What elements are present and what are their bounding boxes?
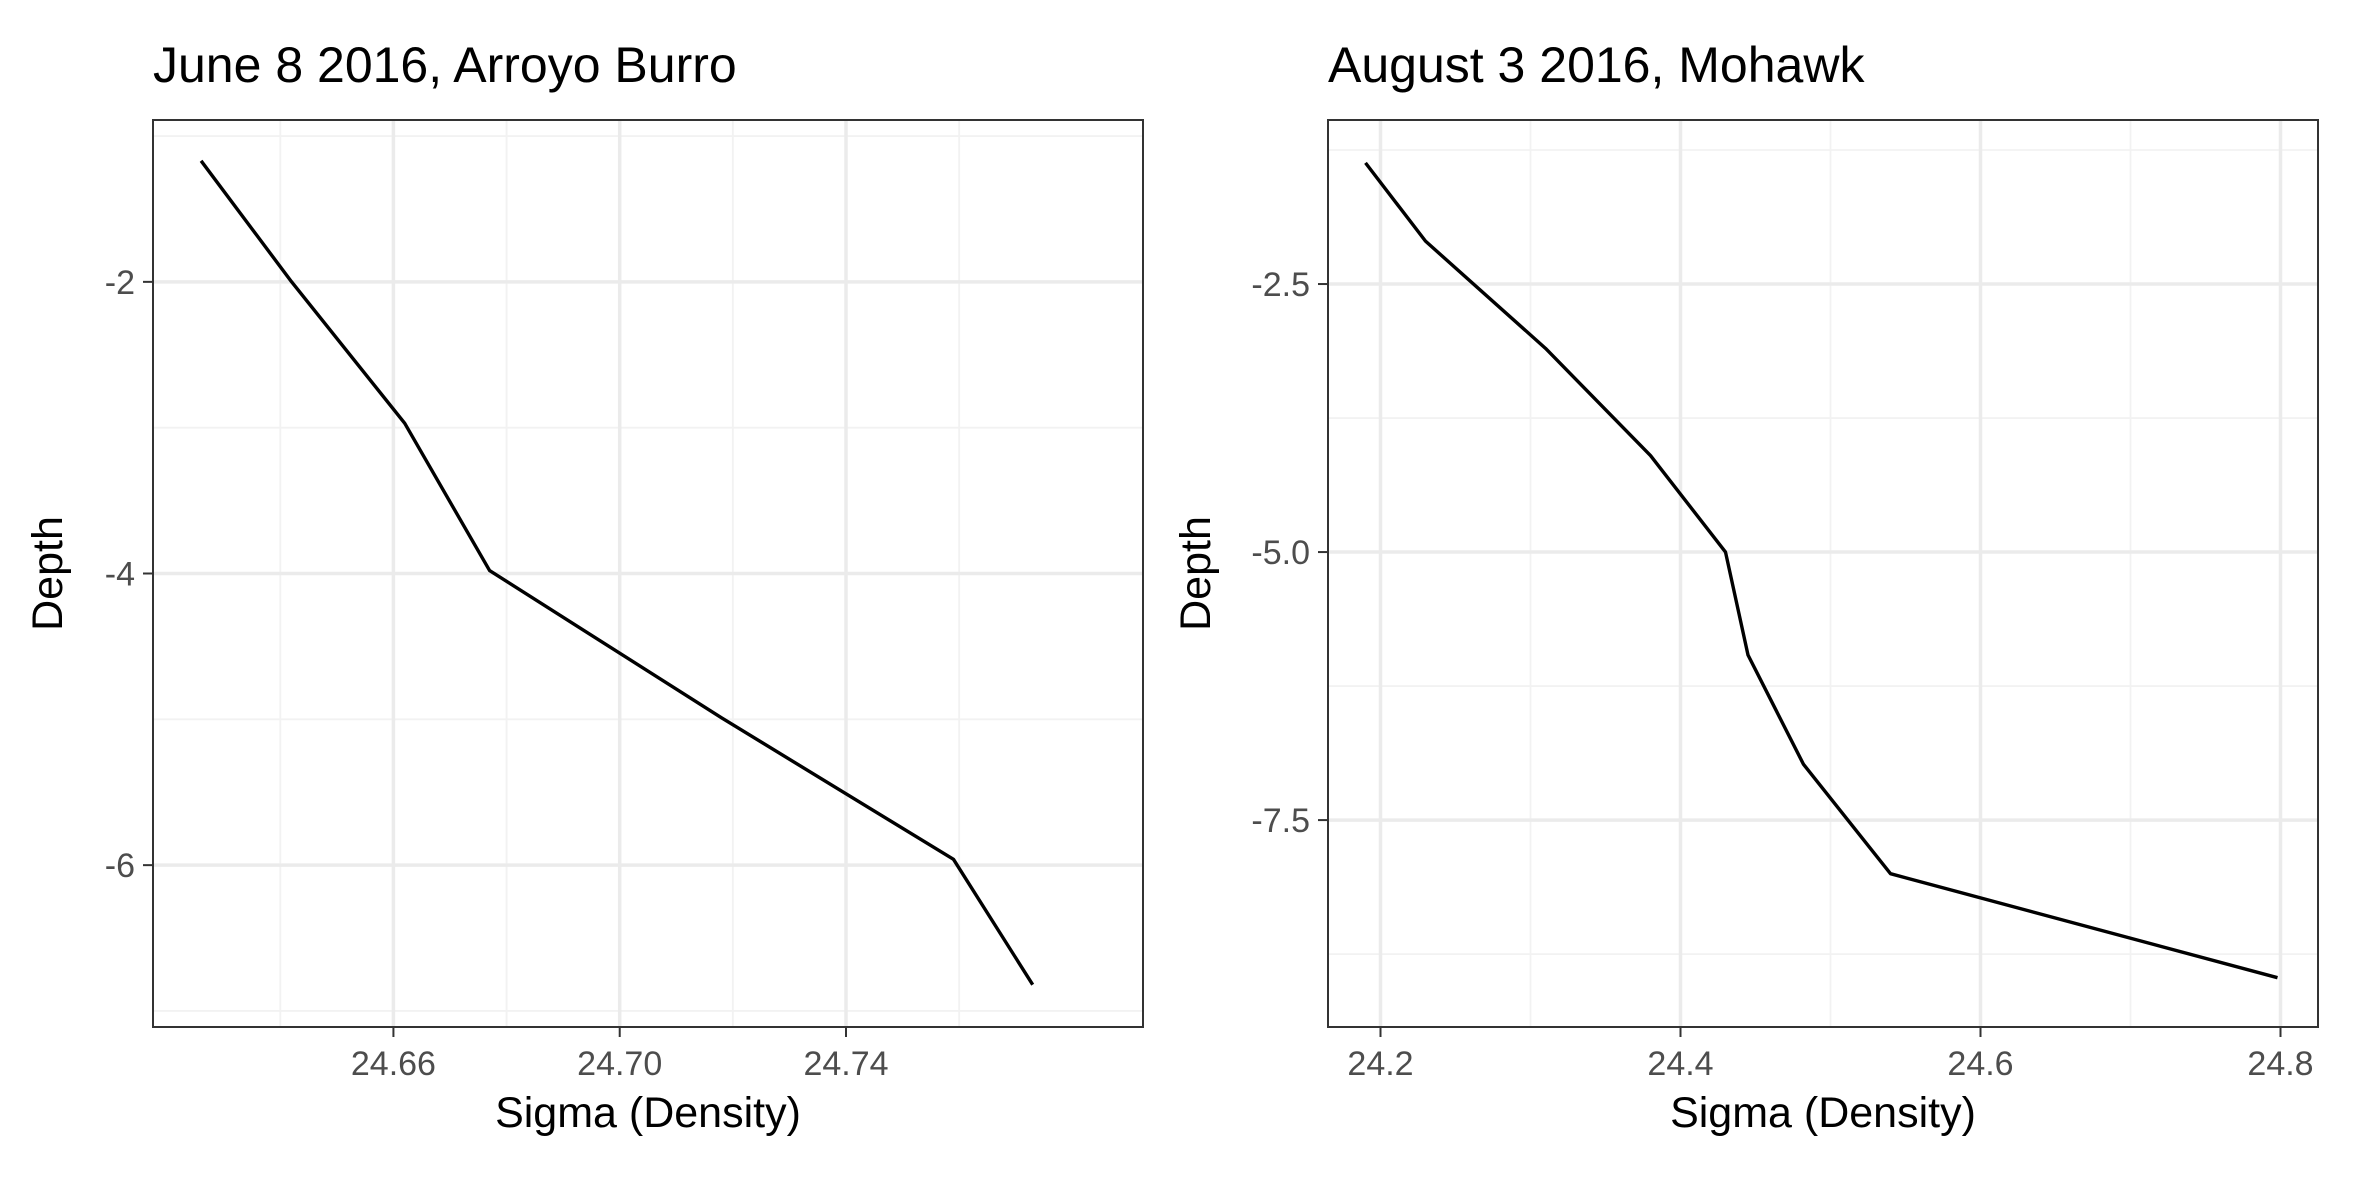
y-tick-label: -5.0: [1251, 534, 1310, 572]
chart-title: August 3 2016, Mohawk: [1328, 37, 1865, 93]
x-tick-label: 24.66: [351, 1045, 436, 1083]
y-axis-title: Depth: [1172, 516, 1220, 631]
y-tick-label: -7.5: [1251, 802, 1310, 840]
y-axis-title: Depth: [24, 516, 72, 631]
panel-border: [152, 119, 1144, 1028]
chart-title: June 8 2016, Arroyo Burro: [153, 37, 737, 93]
x-tick-label: 24.70: [577, 1045, 662, 1083]
y-tick-label: -6: [105, 847, 135, 885]
depth-profile-line: [199, 159, 1035, 986]
x-tick-label: 24.74: [803, 1045, 888, 1083]
x-tick-label: 24.4: [1647, 1045, 1713, 1083]
x-tick-label: 24.2: [1347, 1045, 1413, 1083]
x-axis-title: Sigma (Density): [1670, 1089, 1976, 1137]
panel-mohawk: 24.2 24.4 24.6 24.8 -2.5 -5.0 -7.5 August 3 201…: [1172, 37, 2319, 1137]
x-tick-label: 24.8: [2247, 1045, 2313, 1083]
y-tick-label: -4: [105, 556, 135, 594]
x-tick-label: 24.6: [1947, 1045, 2013, 1083]
depth-profile-line: [1364, 161, 2278, 980]
panel-arroyo-burro: 24.66 24.70 24.74 -2 -4 -6 June 8 2016, Arroyo…: [24, 37, 1144, 1137]
x-axis-title: Sigma (Density): [495, 1089, 801, 1137]
y-tick-label: -2: [105, 264, 135, 302]
y-tick-label: -2.5: [1251, 266, 1310, 304]
panel-border: [1327, 119, 2319, 1028]
